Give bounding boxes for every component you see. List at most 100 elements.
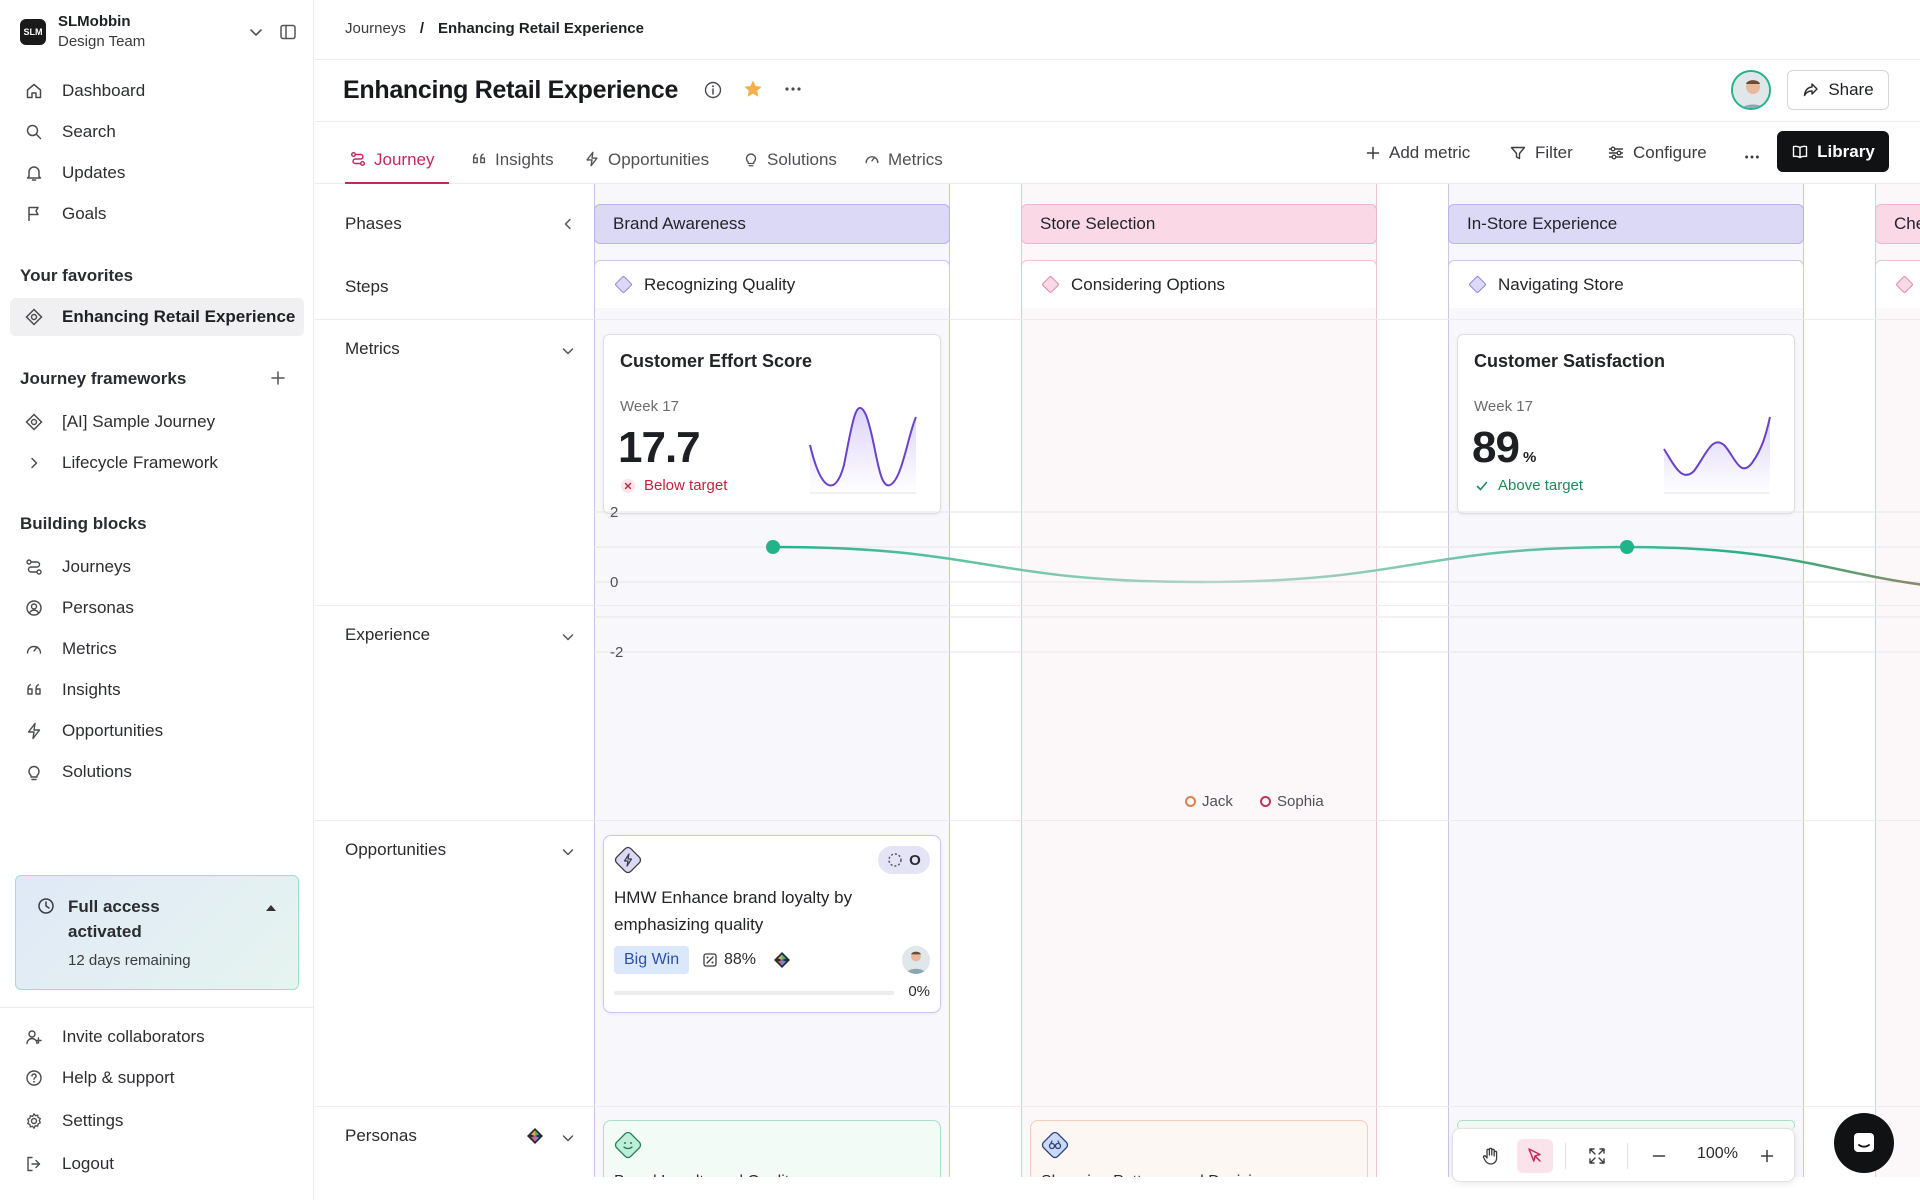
zoom-in-button[interactable] bbox=[1749, 1139, 1785, 1173]
legend-item: Jack bbox=[1185, 793, 1233, 810]
persona-card[interactable] bbox=[1457, 1120, 1795, 1130]
chevron-right-icon[interactable] bbox=[24, 453, 44, 473]
tab-label: Journey bbox=[374, 150, 435, 169]
metric-status: Below target bbox=[620, 477, 727, 494]
tab-solutions[interactable]: Solutions bbox=[742, 150, 837, 184]
footer-invite[interactable]: Invite collaborators bbox=[10, 1018, 304, 1056]
trial-banner[interactable]: Full access activated 12 days remaining bbox=[15, 875, 299, 990]
y-tick-label: -2 bbox=[610, 644, 623, 661]
configure-button[interactable]: Configure bbox=[1607, 140, 1707, 166]
nav-label: Lifecycle Framework bbox=[62, 453, 218, 472]
status-pill[interactable]: O bbox=[878, 846, 930, 874]
journey-icon bbox=[25, 413, 43, 431]
chevron-down-icon[interactable] bbox=[246, 22, 266, 42]
block-insights[interactable]: Insights bbox=[10, 671, 304, 709]
frameworks-title: Journey frameworks bbox=[20, 369, 187, 388]
nav-label: Help & support bbox=[62, 1068, 175, 1087]
collapse-sidebar-icon[interactable] bbox=[278, 22, 298, 42]
footer-settings[interactable]: Settings bbox=[10, 1102, 304, 1140]
experience-points[interactable] bbox=[766, 540, 1634, 554]
workspace-logo: SLM bbox=[20, 19, 46, 45]
persona-multicolor-icon bbox=[774, 952, 790, 968]
tab-insights[interactable]: Insights bbox=[470, 150, 554, 184]
chevron-down-icon[interactable] bbox=[559, 342, 577, 360]
row-divider bbox=[315, 319, 1920, 320]
pan-tool-button[interactable] bbox=[1473, 1139, 1509, 1173]
nav-search[interactable]: Search bbox=[10, 113, 304, 151]
sidebar: SLM SLMobbin Design Team Dashboard Searc… bbox=[0, 0, 314, 1200]
opportunity-card[interactable]: O HMW Enhance brand loyalty by emphasizi… bbox=[603, 835, 941, 1013]
x-circle-icon bbox=[621, 478, 635, 493]
phase-column bbox=[1021, 184, 1377, 1200]
chart-tick-labels: 2 0 -2 bbox=[610, 504, 623, 661]
tab-journey[interactable]: Journey bbox=[345, 150, 449, 184]
phase-header[interactable]: Store Selection bbox=[1021, 204, 1377, 244]
block-personas[interactable]: Personas bbox=[10, 589, 304, 627]
step-card[interactable]: Recognizing Quality bbox=[594, 260, 950, 308]
more-icon[interactable] bbox=[783, 79, 803, 99]
select-tool-button[interactable] bbox=[1517, 1139, 1553, 1173]
info-icon[interactable] bbox=[703, 80, 723, 100]
block-metrics[interactable]: Metrics bbox=[10, 630, 304, 668]
journeys-icon bbox=[350, 151, 366, 167]
avatar[interactable] bbox=[1731, 70, 1771, 110]
metric-card[interactable]: Customer Effort Score Week 17 17.7 Below… bbox=[603, 334, 941, 514]
phase-header[interactable]: In-Store Experience bbox=[1448, 204, 1804, 244]
nav-label: Insights bbox=[62, 680, 121, 699]
nav-label: Settings bbox=[62, 1111, 124, 1130]
library-button[interactable]: Library bbox=[1777, 131, 1889, 172]
step-card[interactable]: Navigating Store bbox=[1448, 260, 1804, 308]
tab-opportunities[interactable]: Opportunities bbox=[583, 150, 709, 184]
fit-screen-button[interactable] bbox=[1579, 1139, 1615, 1173]
phase-label: Store Selection bbox=[1040, 214, 1156, 233]
nav-goals[interactable]: Goals bbox=[10, 195, 304, 233]
experience-point[interactable] bbox=[1620, 540, 1634, 554]
breadcrumb-parent[interactable]: Journeys bbox=[345, 20, 406, 37]
framework-lifecycle[interactable]: Lifecycle Framework bbox=[10, 444, 304, 482]
journey-canvas[interactable]: Phases Steps Metrics Experience Opportun… bbox=[315, 184, 1920, 1200]
add-framework-icon[interactable] bbox=[268, 368, 288, 388]
nav-dashboard[interactable]: Dashboard bbox=[10, 72, 304, 110]
step-card[interactable] bbox=[1875, 260, 1920, 308]
share-button[interactable]: Share bbox=[1787, 70, 1889, 110]
zoom-out-button[interactable] bbox=[1641, 1139, 1677, 1173]
filter-label: Filter bbox=[1535, 143, 1573, 162]
block-journeys[interactable]: Journeys bbox=[10, 548, 304, 586]
experience-point[interactable] bbox=[766, 540, 780, 554]
workspace-team: Design Team bbox=[58, 33, 146, 50]
y-tick-label: 2 bbox=[610, 504, 618, 521]
metric-status: Above target bbox=[1474, 477, 1583, 494]
footer-help[interactable]: Help & support bbox=[10, 1059, 304, 1097]
favorite-enhancing-retail[interactable]: Enhancing Retail Experience bbox=[10, 298, 304, 336]
filter-button[interactable]: Filter bbox=[1509, 140, 1573, 166]
chevron-down-icon[interactable] bbox=[559, 1129, 577, 1147]
tab-metrics[interactable]: Metrics bbox=[863, 150, 943, 184]
binoculars-icon bbox=[1041, 1131, 1069, 1159]
help-icon bbox=[26, 1070, 42, 1086]
phase-header[interactable]: Che bbox=[1875, 204, 1920, 244]
more-icon[interactable] bbox=[1743, 144, 1761, 170]
assignee-avatar[interactable] bbox=[902, 946, 930, 974]
chevron-down-icon[interactable] bbox=[559, 843, 577, 861]
nav-updates[interactable]: Updates bbox=[10, 154, 304, 192]
home-icon bbox=[26, 83, 42, 99]
footer-logout[interactable]: Logout bbox=[10, 1145, 304, 1183]
chevron-left-icon[interactable] bbox=[559, 215, 577, 233]
block-opportunities[interactable]: Opportunities bbox=[10, 712, 304, 750]
star-icon[interactable] bbox=[742, 78, 764, 100]
workspace-switcher[interactable]: SLM SLMobbin Design Team bbox=[20, 10, 300, 54]
caret-up-icon[interactable] bbox=[266, 905, 276, 911]
metric-card[interactable]: Customer Satisfaction Week 17 89% Above … bbox=[1457, 334, 1795, 514]
chevron-down-icon[interactable] bbox=[559, 628, 577, 646]
step-card[interactable]: Considering Options bbox=[1021, 260, 1377, 308]
dashed-circle-icon bbox=[888, 853, 902, 867]
score-icon bbox=[703, 953, 717, 967]
framework-ai-sample[interactable]: [AI] Sample Journey bbox=[10, 403, 304, 441]
row-divider bbox=[315, 605, 1920, 606]
legend-label: Sophia bbox=[1277, 793, 1324, 810]
phase-header[interactable]: Brand Awareness bbox=[594, 204, 950, 244]
add-metric-button[interactable]: Add metric bbox=[1365, 140, 1470, 166]
minus-icon bbox=[1652, 1155, 1666, 1157]
chat-launcher-button[interactable] bbox=[1834, 1113, 1894, 1173]
block-solutions[interactable]: Solutions bbox=[10, 753, 304, 791]
